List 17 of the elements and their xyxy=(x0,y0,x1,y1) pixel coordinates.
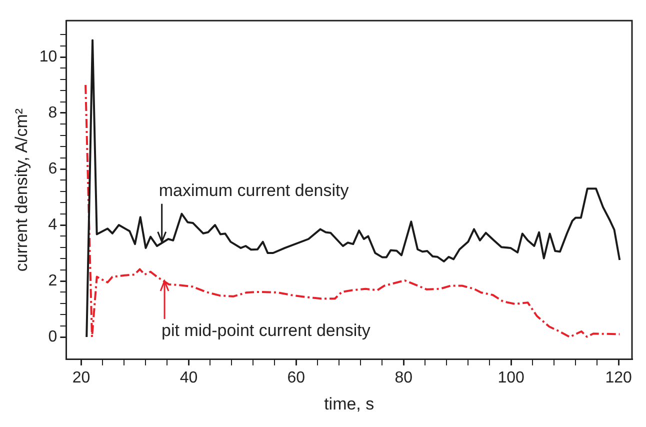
y-tick-label: 10 xyxy=(39,48,58,66)
y-tick-label: 0 xyxy=(48,328,58,346)
x-tick-label: 20 xyxy=(72,369,90,386)
line-series xyxy=(84,84,621,338)
x-tick-label: 80 xyxy=(394,369,413,386)
annotation: maximum current density xyxy=(158,180,350,200)
x-tick-label: 120 xyxy=(605,369,632,386)
y-axis-title: current density, A/cm² xyxy=(12,108,31,272)
x-tick-label: 60 xyxy=(287,369,306,386)
y-tick-label: 2 xyxy=(48,272,58,290)
y-tick-label: 6 xyxy=(48,160,58,178)
x-tick-label: 100 xyxy=(498,369,525,386)
annotation: pit mid-point current density xyxy=(162,321,371,340)
x-tick-label: 40 xyxy=(180,369,198,386)
y-tick-label: 4 xyxy=(48,216,58,234)
y-tick-label: 8 xyxy=(48,104,58,122)
x-axis-title: time, s xyxy=(324,394,374,414)
